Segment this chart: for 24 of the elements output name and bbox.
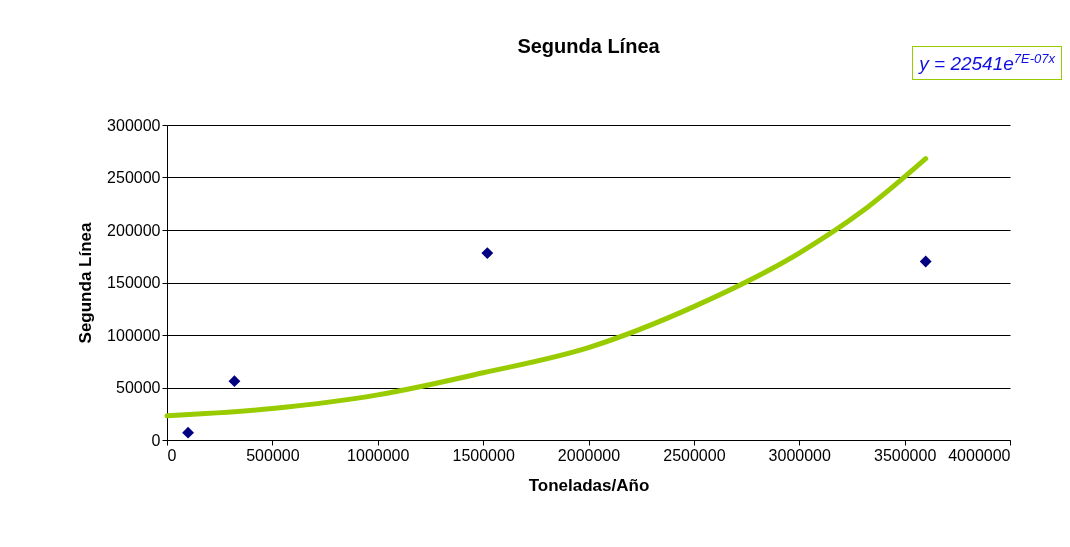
x-tick-label: 3000000 bbox=[768, 446, 831, 464]
point bbox=[919, 255, 932, 268]
point bbox=[228, 375, 241, 388]
chart-title: Segunda Línea bbox=[517, 35, 661, 57]
x-tick-label: 1000000 bbox=[347, 446, 410, 464]
x-tick-label: 2500000 bbox=[663, 446, 726, 464]
y-tick-label: 100000 bbox=[107, 326, 161, 344]
x-axis-title: Toneladas/Año bbox=[528, 475, 650, 495]
x-tick-label: 0 bbox=[167, 446, 177, 464]
x-tick-label: 2000000 bbox=[557, 446, 621, 464]
y-tick-label: 150000 bbox=[107, 274, 161, 291]
x-tick-label: 4000000 bbox=[948, 446, 1011, 464]
y-tick-label: 50000 bbox=[116, 379, 161, 396]
y-tick-label: 200000 bbox=[107, 221, 161, 239]
text: y = 22541e$^{7E-07x}$ bbox=[912, 46, 1062, 81]
x-tick-label: 500000 bbox=[246, 446, 300, 464]
y-tick-label: 0 bbox=[151, 431, 161, 449]
point bbox=[481, 247, 494, 260]
y-tick-label: 250000 bbox=[107, 169, 161, 186]
x-tick-label: 3500000 bbox=[873, 446, 937, 464]
x-tick-label: 1500000 bbox=[452, 446, 515, 464]
y-axis-title: Segunda Línea bbox=[76, 222, 96, 344]
point bbox=[182, 426, 194, 439]
y-tick-label: 300000 bbox=[107, 116, 161, 134]
